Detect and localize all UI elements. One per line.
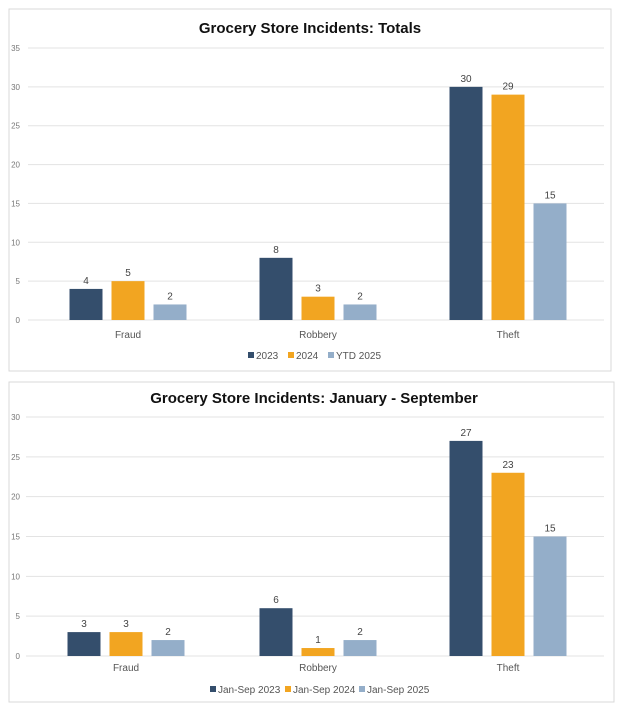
legend-swatch	[248, 352, 254, 358]
x-category-label: Robbery	[299, 330, 337, 341]
bar-jan-sep-2023-theft	[449, 440, 483, 656]
y-tick-label: 30	[11, 83, 20, 92]
data-label: 3	[315, 284, 321, 295]
x-category-label: Robbery	[299, 663, 337, 674]
y-tick-label: 0	[16, 652, 21, 661]
legend-label: 2024	[296, 351, 319, 362]
bar-jan-sep-2024-robbery	[301, 648, 335, 656]
chart-title: Grocery Store Incidents: January - Septe…	[150, 390, 478, 407]
bar-2024-fraud	[111, 281, 145, 320]
data-label: 23	[502, 460, 514, 471]
data-label: 8	[273, 245, 279, 256]
data-label: 1	[315, 635, 321, 646]
data-label: 3	[123, 619, 129, 630]
legend-label: Jan-Sep 2023	[218, 685, 281, 696]
x-category-label: Theft	[497, 330, 520, 341]
data-label: 2	[167, 291, 173, 302]
legend-label: YTD 2025	[336, 351, 381, 362]
y-tick-label: 20	[11, 161, 20, 170]
legend-swatch	[359, 686, 365, 692]
x-category-label: Fraud	[115, 330, 141, 341]
y-tick-label: 15	[11, 533, 20, 542]
y-tick-label: 30	[11, 413, 20, 422]
bar-2024-theft	[491, 94, 525, 320]
bar-ytd-2025-fraud	[153, 304, 187, 320]
chart-totals: Grocery Store Incidents: Totals 0 5 10 15 20…	[8, 8, 612, 372]
bar-jan-sep-2024-fraud	[109, 632, 143, 656]
bar-jan-sep-2025-robbery	[343, 640, 377, 656]
data-label: 2	[357, 627, 363, 638]
y-tick-label: 0	[16, 316, 21, 325]
x-category-label: Theft	[497, 663, 520, 674]
bar-ytd-2025-theft	[533, 203, 567, 320]
data-label: 27	[460, 428, 472, 439]
y-tick-label: 15	[11, 199, 20, 208]
bar-jan-sep-2023-robbery	[259, 608, 293, 656]
y-tick-label: 10	[11, 238, 20, 247]
bar-2023-fraud	[69, 288, 103, 320]
legend-swatch	[328, 352, 334, 358]
bar-ytd-2025-robbery	[343, 304, 377, 320]
data-label: 2	[357, 291, 363, 302]
bar-2023-theft	[449, 86, 483, 320]
data-label: 30	[460, 74, 472, 85]
bar-jan-sep-2023-fraud	[67, 632, 101, 656]
y-tick-label: 35	[11, 44, 20, 53]
bar-2023-robbery	[259, 257, 293, 320]
chart-jan-sep: Grocery Store Incidents: January - Septe…	[8, 381, 615, 703]
y-tick-label: 20	[11, 493, 20, 502]
legend-swatch	[288, 352, 294, 358]
chart-title: Grocery Store Incidents: Totals	[199, 20, 421, 37]
bar-jan-sep-2025-theft	[533, 536, 567, 656]
y-tick-label: 25	[11, 122, 20, 131]
bar-jan-sep-2025-fraud	[151, 640, 185, 656]
data-label: 6	[273, 595, 279, 606]
data-label: 15	[544, 190, 556, 201]
y-tick-label: 25	[11, 453, 20, 462]
data-label: 4	[83, 276, 89, 287]
data-label: 15	[544, 524, 556, 535]
data-label: 3	[81, 619, 87, 630]
legend-label: 2023	[256, 351, 279, 362]
legend-swatch	[285, 686, 291, 692]
data-label: 29	[502, 82, 514, 93]
bar-jan-sep-2024-theft	[491, 472, 525, 656]
legend-label: Jan-Sep 2025	[367, 685, 430, 696]
y-tick-label: 5	[16, 277, 21, 286]
bar-2024-robbery	[301, 296, 335, 320]
y-tick-label: 10	[11, 572, 20, 581]
y-tick-label: 5	[16, 612, 21, 621]
data-label: 2	[165, 627, 171, 638]
legend-label: Jan-Sep 2024	[293, 685, 356, 696]
legend-swatch	[210, 686, 216, 692]
x-category-label: Fraud	[113, 663, 139, 674]
data-label: 5	[125, 268, 131, 279]
